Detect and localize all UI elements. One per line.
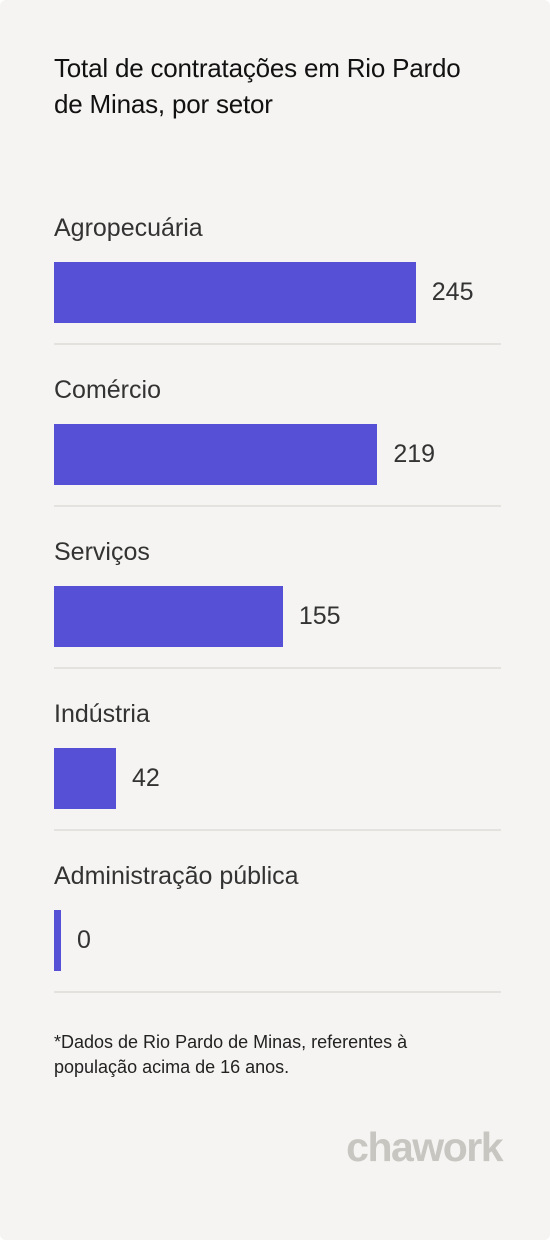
row-separator [54, 991, 501, 993]
bar-group: Indústria 42 [54, 694, 501, 856]
value-label: 245 [431, 278, 474, 306]
row-separator [54, 829, 501, 831]
row-separator [54, 667, 501, 669]
value-label: 0 [77, 926, 91, 954]
bar [54, 262, 416, 323]
category-label: Agropecuária [54, 214, 203, 242]
category-label: Comércio [54, 376, 161, 404]
brand-logo: chawork [346, 1124, 503, 1170]
category-label: Serviços [54, 538, 150, 566]
footnote: *Dados de Rio Pardo de Minas, referentes… [54, 1032, 408, 1077]
row-separator [54, 505, 501, 507]
bar [54, 910, 61, 971]
row-separator [54, 343, 501, 345]
category-label: Indústria [54, 700, 150, 728]
bar [54, 424, 378, 485]
category-label: Administração pública [54, 862, 299, 890]
bar-group: Serviços 155 [54, 532, 501, 694]
chart-title: Total de contratações em Rio Pardo de Mi… [54, 53, 461, 119]
bar [54, 748, 117, 809]
bar-group: Administração pública 0 [54, 856, 501, 1018]
bar [54, 586, 283, 647]
value-label: 42 [132, 764, 160, 792]
bar-group: Agropecuária 245 [54, 208, 501, 370]
bar-group: Comércio 219 [54, 370, 501, 532]
value-label: 155 [298, 602, 341, 630]
value-label: 219 [393, 440, 436, 468]
